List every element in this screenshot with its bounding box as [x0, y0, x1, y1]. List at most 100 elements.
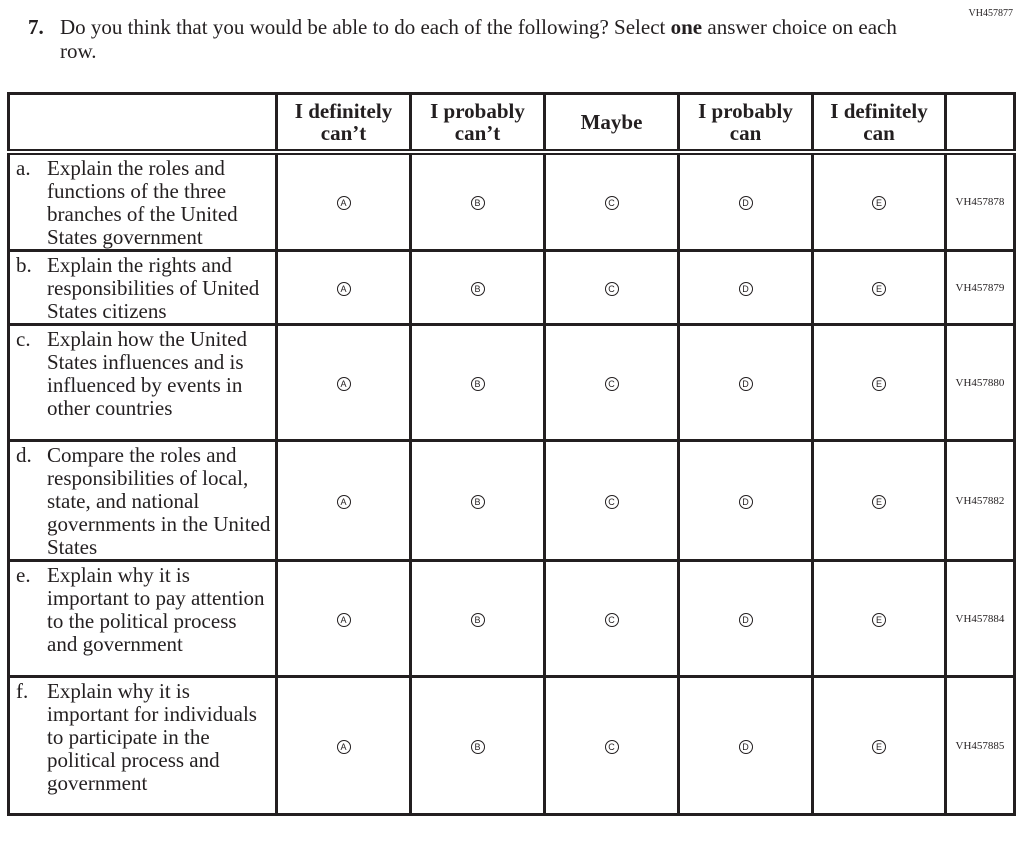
answer-bubble-c[interactable]: C: [604, 494, 619, 509]
answer-bubble-a[interactable]: A: [336, 196, 351, 210]
option-cell: C: [543, 439, 680, 562]
row-text: Explain why it is important to pay atten…: [47, 563, 265, 656]
option-cell: E: [811, 559, 947, 678]
row-letter: a.: [16, 156, 31, 180]
table-row: c. Explain how the United States influenc…: [7, 323, 1016, 442]
column-header: I definitely can’t: [275, 92, 412, 155]
row-text: Explain the roles and functions of the t…: [47, 156, 238, 249]
option-cell: C: [543, 559, 680, 678]
option-cell: D: [677, 675, 814, 816]
option-cell: C: [543, 150, 680, 252]
answer-bubble-c[interactable]: C: [604, 281, 619, 296]
response-grid: I definitely can’t I probably can’t Maybe I…: [7, 92, 1016, 816]
option-cell: E: [811, 150, 947, 252]
answer-bubble-a[interactable]: A: [336, 739, 351, 754]
option-cell: C: [543, 249, 680, 326]
row-letter: f.: [16, 679, 29, 703]
option-cell: A: [275, 439, 412, 562]
question-number: 7.: [28, 15, 44, 39]
option-cell: E: [811, 675, 947, 816]
option-cell: A: [275, 559, 412, 678]
row-item: b. Explain the rights and responsibilitie…: [7, 249, 278, 326]
option-cell: E: [811, 249, 947, 326]
answer-bubble-b[interactable]: B: [470, 494, 485, 509]
header-code-blank: [944, 92, 1016, 155]
table-row: a. Explain the roles and functions of the…: [7, 150, 1016, 252]
answer-bubble-e[interactable]: E: [872, 739, 886, 754]
row-code: VH457885: [944, 675, 1016, 816]
option-cell: A: [275, 675, 412, 816]
answer-bubble-b[interactable]: B: [470, 376, 485, 391]
option-cell: A: [275, 323, 412, 442]
row-letter: b.: [16, 253, 32, 277]
answer-bubble-c[interactable]: C: [604, 376, 619, 391]
option-cell: C: [543, 675, 680, 816]
option-cell: B: [409, 439, 546, 562]
option-cell: B: [409, 675, 546, 816]
row-letter: d.: [16, 443, 32, 467]
option-cell: D: [677, 559, 814, 678]
column-header: Maybe: [543, 92, 680, 155]
row-code: VH457878: [944, 150, 1016, 252]
option-cell: B: [409, 323, 546, 442]
answer-bubble-e[interactable]: E: [872, 281, 886, 296]
answer-bubble-a[interactable]: A: [336, 376, 351, 391]
answer-bubble-b[interactable]: B: [470, 739, 485, 754]
table-row: e. Explain why it is important to pay att…: [7, 559, 1016, 678]
answer-bubble-d[interactable]: D: [738, 376, 753, 391]
answer-bubble-e[interactable]: E: [872, 612, 886, 627]
answer-bubble-d[interactable]: D: [738, 612, 753, 627]
row-code: VH457880: [944, 323, 1016, 442]
row-letter: c.: [16, 327, 31, 351]
answer-bubble-a[interactable]: A: [336, 494, 351, 509]
answer-bubble-d[interactable]: D: [738, 281, 753, 296]
answer-bubble-a[interactable]: A: [336, 612, 351, 627]
answer-bubble-d[interactable]: D: [738, 739, 753, 754]
row-item: c. Explain how the United States influenc…: [7, 323, 278, 442]
row-item: a. Explain the roles and functions of the…: [7, 150, 278, 252]
option-cell: B: [409, 559, 546, 678]
answer-bubble-c[interactable]: C: [604, 196, 619, 210]
answer-bubble-b[interactable]: B: [470, 196, 485, 210]
answer-bubble-d[interactable]: D: [738, 494, 753, 509]
answer-bubble-b[interactable]: B: [470, 612, 485, 627]
question-text-start: Do you think that you would be able to d…: [60, 15, 671, 39]
option-cell: A: [275, 249, 412, 326]
question-text: Do you think that you would be able to d…: [60, 15, 908, 63]
option-cell: D: [677, 323, 814, 442]
header-blank: [7, 92, 278, 155]
option-cell: A: [275, 150, 412, 252]
answer-bubble-c[interactable]: C: [604, 739, 619, 754]
answer-bubble-e[interactable]: E: [872, 196, 886, 210]
row-text: Compare the roles and responsibilities o…: [47, 443, 271, 559]
option-cell: D: [677, 150, 814, 252]
table-row: b. Explain the rights and responsibilitie…: [7, 249, 1016, 326]
question-emphasis: one: [670, 15, 703, 39]
option-cell: D: [677, 249, 814, 326]
option-cell: E: [811, 323, 947, 442]
table-row: d. Compare the roles and responsibilities…: [7, 439, 1016, 562]
column-header: I probably can: [677, 92, 814, 155]
answer-bubble-e[interactable]: E: [872, 494, 886, 509]
answer-bubble-d[interactable]: D: [738, 196, 753, 210]
form-id: VH457877: [968, 8, 1013, 19]
row-text: Explain the rights and responsibilities …: [47, 253, 260, 323]
table-row: f. Explain why it is important for indivi…: [7, 675, 1016, 816]
row-text: Explain how the United States influences…: [47, 327, 248, 420]
question-text-end: answer choice on each row.: [60, 15, 897, 63]
answer-bubble-c[interactable]: C: [604, 612, 619, 627]
row-item: f. Explain why it is important for indivi…: [7, 675, 278, 816]
row-letter: e.: [16, 563, 31, 587]
question: 7. Do you think that you would be able t…: [28, 15, 908, 63]
column-header: I definitely can: [811, 92, 947, 155]
row-code: VH457884: [944, 559, 1016, 678]
option-cell: E: [811, 439, 947, 562]
answer-bubble-b[interactable]: B: [470, 281, 485, 296]
option-cell: B: [409, 249, 546, 326]
answer-bubble-a[interactable]: A: [336, 281, 351, 296]
option-cell: B: [409, 150, 546, 252]
answer-bubble-e[interactable]: E: [872, 376, 886, 391]
column-header: I probably can’t: [409, 92, 546, 155]
row-item: e. Explain why it is important to pay att…: [7, 559, 278, 678]
row-code: VH457882: [944, 439, 1016, 562]
